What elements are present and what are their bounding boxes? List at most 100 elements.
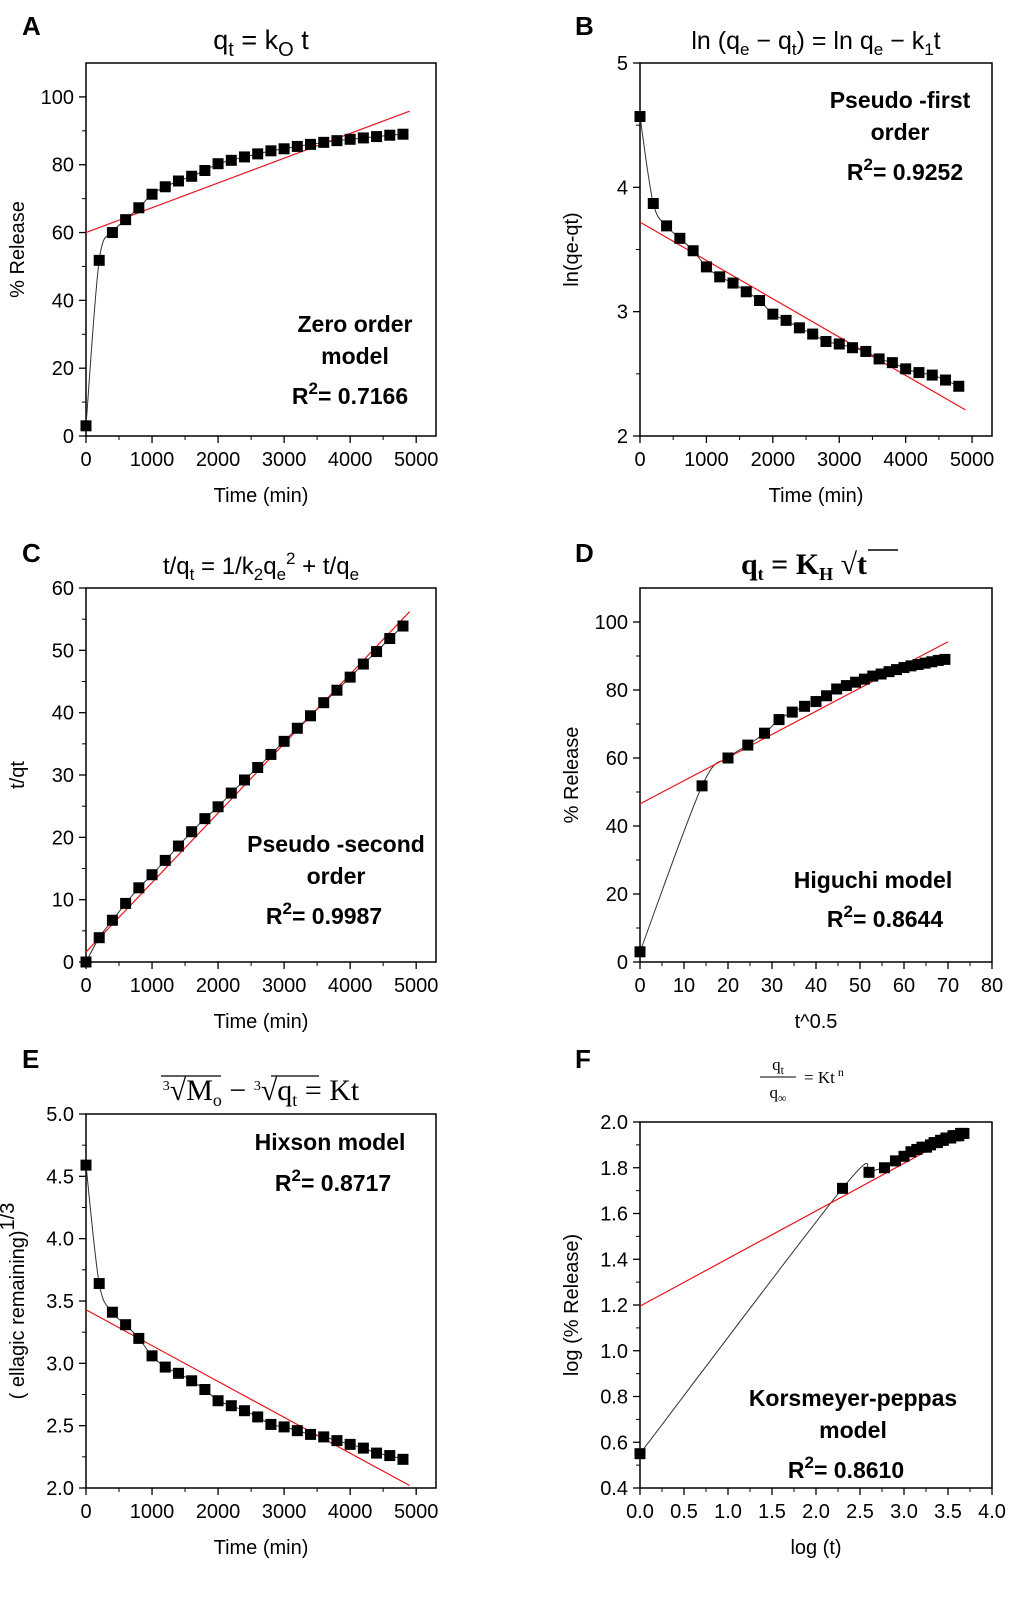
plot-frame [85, 62, 437, 437]
x-tick-label: 5000 [394, 1501, 439, 1523]
chart-title: qt q∞ = Kt n [760, 1055, 844, 1105]
y-axis-label: t/qt [7, 761, 29, 789]
y-tick-label: 20 [606, 884, 628, 906]
y-axis-label: % Release [7, 201, 29, 298]
data-point [225, 154, 237, 166]
data-point [291, 140, 303, 152]
y-tick-label: 10 [52, 890, 74, 912]
y-tick-label: 3.5 [46, 1291, 74, 1313]
data-point [905, 660, 917, 672]
data-point [120, 214, 132, 226]
data-point [318, 1431, 330, 1443]
data-point [225, 1400, 237, 1412]
data-point [384, 632, 396, 644]
x-tick-label: 1000 [130, 449, 175, 471]
data-point [742, 739, 754, 751]
y-tick-label: 0 [63, 426, 74, 448]
data-point [186, 170, 198, 182]
r-squared: R2= 0.7166 [292, 379, 408, 409]
data-point [397, 128, 409, 140]
data-point [384, 129, 396, 141]
x-tick-label: 30 [761, 975, 783, 997]
data-point [305, 710, 317, 722]
data-point [265, 145, 277, 157]
panel-letter: F [575, 1044, 591, 1074]
title-denominator: q∞ [769, 1083, 786, 1105]
title-rhs: = Kt n [804, 1065, 844, 1087]
data-point [212, 1395, 224, 1407]
x-tick-label: 3000 [817, 449, 862, 471]
data-point [810, 696, 822, 708]
data-point [133, 202, 145, 214]
data-point [958, 1127, 970, 1139]
y-tick-label: 2.0 [600, 1112, 628, 1134]
model-annotation: order [307, 863, 366, 889]
plot-frame [639, 1121, 993, 1489]
x-tick-label: 3.5 [934, 1501, 962, 1523]
data-point [926, 369, 938, 381]
data-point [740, 286, 752, 298]
data-point [331, 1435, 343, 1447]
y-axis-label: % Release [561, 727, 583, 824]
y-tick-label: 100 [41, 87, 74, 109]
x-tick-label: 1.5 [758, 1501, 786, 1523]
data-point [932, 654, 944, 666]
y-axis-label: ln(qe-qt) [561, 212, 583, 286]
data-point [696, 780, 708, 792]
data-point [357, 658, 369, 670]
x-axis-label: Time (min) [214, 1537, 309, 1559]
data-point [93, 932, 105, 944]
data-point [875, 668, 887, 680]
x-tick-label: 80 [981, 975, 1003, 997]
chart-title: ln (qe − qt) = ln qe − k1t [691, 27, 940, 59]
data-point [900, 363, 912, 375]
panel-e: E 3√Mo − 3√qt = Kt 0 1000 2000 3000 4000 5000 2.… [0, 1044, 438, 1559]
data-point [344, 671, 356, 683]
data-point [793, 322, 805, 334]
x-tick-label: 4.0 [978, 1501, 1006, 1523]
data-point [820, 336, 832, 348]
data-point [727, 277, 739, 289]
data-point [305, 1428, 317, 1440]
data-point [634, 1448, 646, 1460]
y-tick-label: 20 [52, 827, 74, 849]
y-tick-label: 0.4 [600, 1478, 628, 1500]
data-point [700, 261, 712, 273]
y-tick-label: 60 [52, 223, 74, 245]
data-point [106, 914, 118, 926]
y-tick-label: 4.0 [46, 1229, 74, 1251]
x-tick-label: 10 [673, 975, 695, 997]
x-tick-label: 20 [717, 975, 739, 997]
x-axis-label: Time (min) [769, 485, 864, 507]
fit-line [639, 1129, 966, 1307]
y-tick-label: 4.5 [46, 1166, 74, 1188]
x-tick-label: 4000 [328, 449, 373, 471]
data-point [912, 659, 924, 670]
title-numerator: qt [772, 1055, 785, 1077]
data-point [687, 245, 699, 257]
y-tick-label: 1.6 [600, 1204, 628, 1226]
y-tick-label: 0 [617, 952, 628, 974]
data-point [278, 1421, 290, 1433]
data-point [661, 220, 673, 232]
panel-letter: E [22, 1044, 39, 1074]
data-point [833, 338, 845, 350]
data-point [905, 1146, 917, 1158]
data-point [926, 656, 938, 668]
y-tick-label: 2.5 [46, 1416, 74, 1438]
data-point [252, 148, 264, 160]
y-tick-label: 5.0 [46, 1104, 74, 1126]
y-tick-label: 100 [595, 612, 628, 634]
data-point [840, 680, 852, 692]
y-tick-label: 5 [617, 53, 628, 75]
data-point [199, 813, 211, 825]
model-annotation: Zero order [297, 311, 412, 337]
data-point [265, 748, 277, 760]
y-tick-label: 3 [617, 302, 628, 324]
data-point [159, 181, 171, 193]
data-point [860, 345, 872, 357]
